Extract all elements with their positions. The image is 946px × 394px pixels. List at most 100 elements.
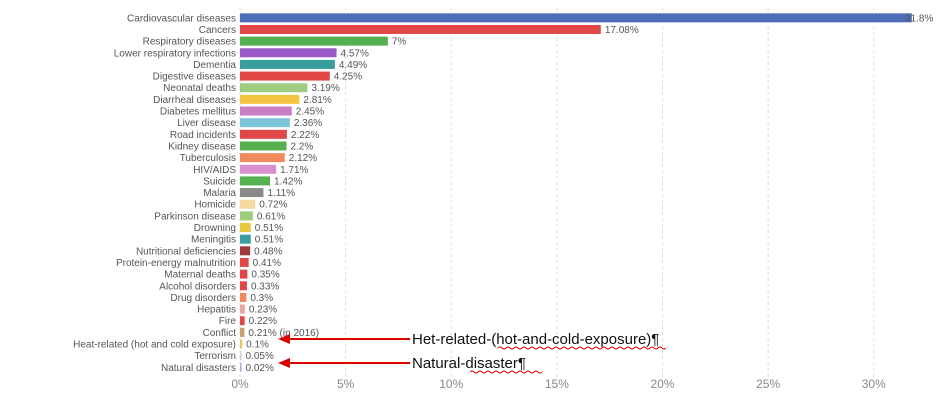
- category-label: Drug disorders: [170, 293, 236, 304]
- category-label: Liver disease: [177, 118, 236, 129]
- bar: [240, 199, 256, 209]
- x-axis-ticks: 0% 5% 10% 15% 20% 25% 30%: [231, 377, 886, 391]
- value-label: 0.05%: [246, 351, 274, 362]
- category-label: Meningitis: [191, 235, 236, 246]
- bar: [240, 316, 245, 326]
- category-label: Protein-energy malnutrition: [116, 258, 236, 269]
- bar: [240, 281, 247, 291]
- bars: [240, 13, 912, 372]
- x-tick-label: 30%: [862, 377, 886, 391]
- category-label: Natural disasters: [161, 363, 236, 374]
- value-label: 0.35%: [251, 270, 279, 281]
- value-label: 4.25%: [334, 72, 362, 83]
- bar: [240, 83, 308, 93]
- value-label: 0.41%: [253, 258, 281, 269]
- category-label: Nutritional deficiencies: [136, 246, 236, 257]
- category-label: Conflict: [203, 328, 237, 339]
- value-label: 3.19%: [311, 83, 339, 94]
- x-tick-label: 15%: [545, 377, 569, 391]
- bar: [240, 164, 277, 174]
- category-label: Cancers: [199, 25, 236, 36]
- bar: [240, 257, 249, 267]
- annotation-underline-heat: [497, 346, 667, 350]
- category-label: Kidney disease: [168, 141, 236, 152]
- bar: [240, 71, 330, 81]
- value-label: 0.02%: [246, 363, 274, 374]
- value-label: 0.51%: [255, 223, 283, 234]
- category-label: Road incidents: [170, 130, 236, 141]
- bar: [240, 327, 245, 337]
- value-label: 4.49%: [339, 60, 367, 71]
- annotation-arrowhead-heat: [278, 334, 290, 344]
- value-label: 0.72%: [259, 200, 287, 211]
- category-label: HIV/AIDS: [193, 165, 236, 176]
- category-label: Parkinson disease: [154, 211, 236, 222]
- value-label: 2.2%: [290, 141, 313, 152]
- bar: [240, 304, 245, 314]
- bar: [240, 36, 388, 46]
- annotations: Het-related-(hot-and-cold-exposure)¶ Nat…: [278, 331, 667, 374]
- category-label: Maternal deaths: [164, 270, 236, 281]
- bar: [240, 292, 247, 302]
- x-tick-label: 20%: [650, 377, 674, 391]
- bar: [240, 339, 243, 349]
- annotation-underline-natural: [469, 370, 543, 374]
- category-label: Hepatitis: [197, 305, 236, 316]
- category-label: Cardiovascular diseases: [127, 13, 236, 24]
- category-label: Homicide: [194, 200, 236, 211]
- annotation-heat-related: Het-related-(hot-and-cold-exposure)¶: [412, 331, 659, 348]
- value-label: 1.42%: [274, 176, 302, 187]
- annotation-natural-disaster: Natural-disaster¶: [412, 355, 526, 372]
- value-label: 2.81%: [303, 95, 331, 106]
- category-label: Lower respiratory infections: [114, 48, 236, 59]
- category-label: Drowning: [194, 223, 236, 234]
- bar: [240, 13, 912, 23]
- value-label: 0.3%: [250, 293, 273, 304]
- bar: [240, 94, 300, 104]
- value-label: 1.71%: [280, 165, 308, 176]
- value-label: 2.45%: [296, 107, 324, 118]
- value-label: 4.57%: [341, 48, 369, 59]
- value-labels: 31.8%17.08%7%4.57%4.49%4.25%3.19%2.81%2.…: [246, 13, 934, 374]
- annotation-arrowhead-natural: [278, 358, 290, 368]
- bar: [240, 59, 335, 69]
- bar: [240, 211, 253, 221]
- bar: [240, 153, 285, 163]
- bar: [240, 48, 337, 58]
- x-tick-label: 5%: [337, 377, 355, 391]
- category-label: Terrorism: [194, 351, 236, 362]
- value-label: 2.12%: [289, 153, 317, 164]
- x-tick-label: 10%: [439, 377, 463, 391]
- x-tick-label: 25%: [756, 377, 780, 391]
- bar: [240, 106, 292, 116]
- value-label: 0.61%: [257, 211, 285, 222]
- category-label: Tuberculosis: [180, 153, 236, 164]
- category-label: Neonatal deaths: [163, 83, 236, 94]
- category-label: Digestive diseases: [153, 72, 236, 83]
- value-label: 0.33%: [251, 281, 279, 292]
- bar: [240, 129, 287, 139]
- category-label: Diarrheal diseases: [153, 95, 236, 106]
- value-label: 31.8%: [905, 13, 933, 24]
- bar: [240, 141, 287, 151]
- category-label: Alcohol disorders: [159, 281, 236, 292]
- category-label: Dementia: [193, 60, 236, 71]
- bar: [240, 351, 242, 361]
- bar: [240, 223, 251, 233]
- bar: [240, 118, 290, 128]
- value-label: 0.1%: [246, 340, 269, 351]
- value-label: 7%: [392, 37, 407, 48]
- bar: [240, 188, 264, 198]
- value-label: 0.21% (in 2016): [248, 328, 319, 339]
- bar: [240, 24, 601, 34]
- value-label: 2.22%: [291, 130, 319, 141]
- value-label: 1.11%: [267, 188, 295, 199]
- bar: [240, 269, 248, 279]
- category-label: Respiratory diseases: [143, 37, 236, 48]
- category-label: Malaria: [203, 188, 236, 199]
- value-label: 17.08%: [605, 25, 639, 36]
- category-label: Heat-related (hot and cold exposure): [73, 340, 236, 351]
- bar: [240, 176, 270, 186]
- x-tick-label: 0%: [231, 377, 249, 391]
